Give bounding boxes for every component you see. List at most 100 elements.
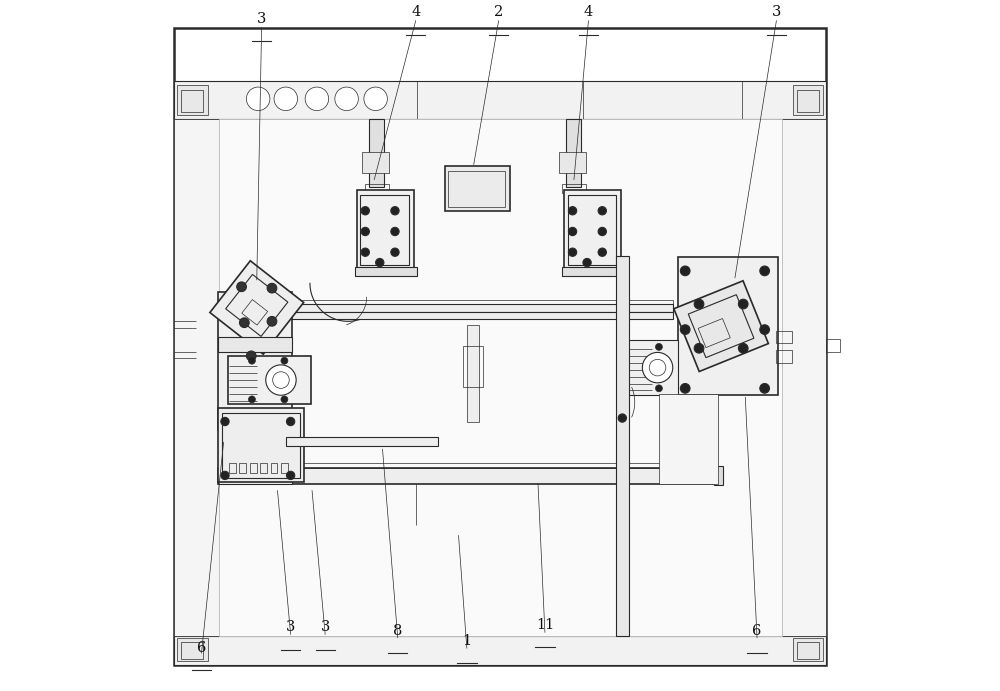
Circle shape <box>655 343 662 350</box>
Bar <box>219 119 782 636</box>
Bar <box>467 325 479 422</box>
Circle shape <box>760 266 769 276</box>
Bar <box>286 312 673 319</box>
Bar <box>181 90 203 112</box>
Bar <box>463 346 483 387</box>
Bar <box>218 468 716 484</box>
Circle shape <box>738 299 748 309</box>
Text: 4: 4 <box>584 6 593 19</box>
Bar <box>218 463 716 468</box>
Circle shape <box>364 87 387 111</box>
Circle shape <box>738 343 748 353</box>
Bar <box>776 331 792 343</box>
Text: 8: 8 <box>393 624 402 638</box>
Circle shape <box>267 283 277 293</box>
Circle shape <box>680 266 690 276</box>
Circle shape <box>642 352 673 383</box>
Bar <box>826 339 840 352</box>
Circle shape <box>281 357 288 364</box>
Text: 1: 1 <box>462 634 471 648</box>
Circle shape <box>391 207 399 215</box>
Bar <box>776 350 792 363</box>
Circle shape <box>266 365 296 395</box>
Circle shape <box>286 471 295 480</box>
Circle shape <box>361 207 369 215</box>
Text: 3: 3 <box>320 621 330 634</box>
Bar <box>357 190 414 269</box>
Polygon shape <box>210 261 304 354</box>
Bar <box>228 356 311 404</box>
Bar <box>797 90 819 112</box>
Bar <box>286 300 673 304</box>
Bar <box>793 85 823 115</box>
Circle shape <box>598 207 606 215</box>
Circle shape <box>305 87 329 111</box>
Circle shape <box>246 87 270 111</box>
Bar <box>286 304 673 312</box>
Bar <box>174 636 826 665</box>
Text: 11: 11 <box>536 618 554 632</box>
Bar <box>714 466 723 485</box>
Text: 6: 6 <box>197 641 206 655</box>
Circle shape <box>760 384 769 393</box>
Bar <box>782 119 826 636</box>
Bar <box>616 256 629 636</box>
Bar <box>562 184 586 193</box>
Circle shape <box>248 396 255 403</box>
Text: 6: 6 <box>752 624 762 638</box>
Bar <box>250 463 257 473</box>
Polygon shape <box>674 281 768 372</box>
Bar <box>559 152 586 173</box>
Bar <box>174 81 826 119</box>
Bar <box>360 195 409 265</box>
Circle shape <box>237 282 246 292</box>
Circle shape <box>680 325 690 334</box>
Circle shape <box>221 471 229 480</box>
Bar <box>355 267 417 276</box>
Bar <box>566 119 581 187</box>
Bar <box>218 408 304 482</box>
Bar <box>624 340 678 395</box>
Text: 2: 2 <box>494 6 503 19</box>
Circle shape <box>281 396 288 403</box>
Bar <box>793 638 823 661</box>
Circle shape <box>267 316 277 326</box>
Text: 3: 3 <box>772 6 781 19</box>
Bar <box>239 463 246 473</box>
Text: 3: 3 <box>257 12 266 26</box>
Bar <box>281 463 288 473</box>
Text: 4: 4 <box>411 6 420 19</box>
Circle shape <box>361 227 369 236</box>
Circle shape <box>568 227 577 236</box>
Bar <box>797 642 819 659</box>
Bar <box>286 437 438 446</box>
Bar <box>177 638 208 661</box>
Bar <box>271 463 277 473</box>
Circle shape <box>568 248 577 256</box>
Circle shape <box>568 207 577 215</box>
Bar <box>218 430 292 484</box>
Bar <box>678 257 778 395</box>
Circle shape <box>391 227 399 236</box>
Bar <box>568 195 616 265</box>
Circle shape <box>221 417 229 426</box>
Circle shape <box>583 258 591 267</box>
Bar <box>260 463 267 473</box>
Circle shape <box>239 318 249 328</box>
Bar <box>222 413 300 478</box>
Bar <box>564 190 621 269</box>
Circle shape <box>618 414 626 422</box>
Circle shape <box>694 343 704 353</box>
Bar <box>362 152 389 173</box>
Circle shape <box>248 357 255 364</box>
Bar <box>218 337 292 352</box>
Bar <box>445 166 510 211</box>
Text: 3: 3 <box>286 621 295 634</box>
Bar <box>174 119 219 636</box>
Bar <box>177 85 208 115</box>
Bar <box>365 184 389 193</box>
Circle shape <box>246 351 256 361</box>
Circle shape <box>335 87 358 111</box>
Circle shape <box>680 384 690 393</box>
Circle shape <box>391 248 399 256</box>
